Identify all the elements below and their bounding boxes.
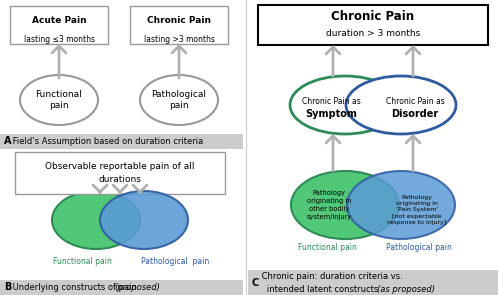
- Text: Chronic Pain: Chronic Pain: [332, 11, 414, 24]
- Text: Field’s Assumption based on duration criteria: Field’s Assumption based on duration cri…: [10, 137, 203, 146]
- Text: Chronic Pain: Chronic Pain: [147, 16, 211, 25]
- Text: Chronic Pain as: Chronic Pain as: [302, 96, 360, 106]
- FancyBboxPatch shape: [0, 280, 243, 295]
- FancyBboxPatch shape: [258, 5, 488, 45]
- FancyBboxPatch shape: [248, 270, 498, 295]
- FancyBboxPatch shape: [130, 6, 228, 44]
- Text: Chronic pain: duration criteria vs.
   intended latent constructs: Chronic pain: duration criteria vs. inte…: [259, 272, 403, 294]
- Text: lasting ≤3 months: lasting ≤3 months: [24, 25, 95, 45]
- Text: A: A: [4, 137, 12, 147]
- Text: B: B: [4, 283, 12, 293]
- Text: Pathological
pain: Pathological pain: [152, 90, 206, 110]
- Ellipse shape: [100, 191, 188, 249]
- Text: duration > 3 months: duration > 3 months: [326, 29, 420, 37]
- Text: Acute Pain: Acute Pain: [32, 16, 86, 25]
- Ellipse shape: [346, 76, 456, 134]
- Ellipse shape: [291, 171, 399, 239]
- FancyBboxPatch shape: [15, 152, 225, 194]
- Text: Observable reportable pain of all
durations: Observable reportable pain of all durati…: [45, 162, 195, 184]
- FancyBboxPatch shape: [0, 134, 243, 149]
- Ellipse shape: [140, 75, 218, 125]
- Ellipse shape: [20, 75, 98, 125]
- Text: (proposed): (proposed): [114, 283, 160, 292]
- FancyBboxPatch shape: [10, 6, 108, 44]
- Ellipse shape: [52, 191, 140, 249]
- Text: Functional
pain: Functional pain: [36, 90, 82, 110]
- Ellipse shape: [347, 171, 455, 239]
- Text: Pathology
originating in
other bodily
system/injury: Pathology originating in other bodily sy…: [306, 190, 352, 220]
- Text: Disorder: Disorder: [392, 109, 438, 119]
- Text: Symptom: Symptom: [305, 109, 357, 119]
- Text: lasting >3 months: lasting >3 months: [144, 25, 214, 45]
- Text: Underlying constructs of pain: Underlying constructs of pain: [10, 283, 140, 292]
- Text: Chronic Pain as: Chronic Pain as: [386, 96, 444, 106]
- Ellipse shape: [290, 76, 400, 134]
- Text: (as proposed): (as proposed): [377, 286, 435, 294]
- Text: C: C: [252, 278, 259, 288]
- Text: Functional pain: Functional pain: [298, 243, 356, 253]
- Text: Pathological pain: Pathological pain: [386, 243, 452, 253]
- Text: Pathological  pain: Pathological pain: [141, 258, 209, 266]
- Text: Functional pain: Functional pain: [52, 258, 112, 266]
- Text: Pathology
originating in
‘Pain System’
[not expectable
response to injury]: Pathology originating in ‘Pain System’ […: [388, 195, 446, 225]
